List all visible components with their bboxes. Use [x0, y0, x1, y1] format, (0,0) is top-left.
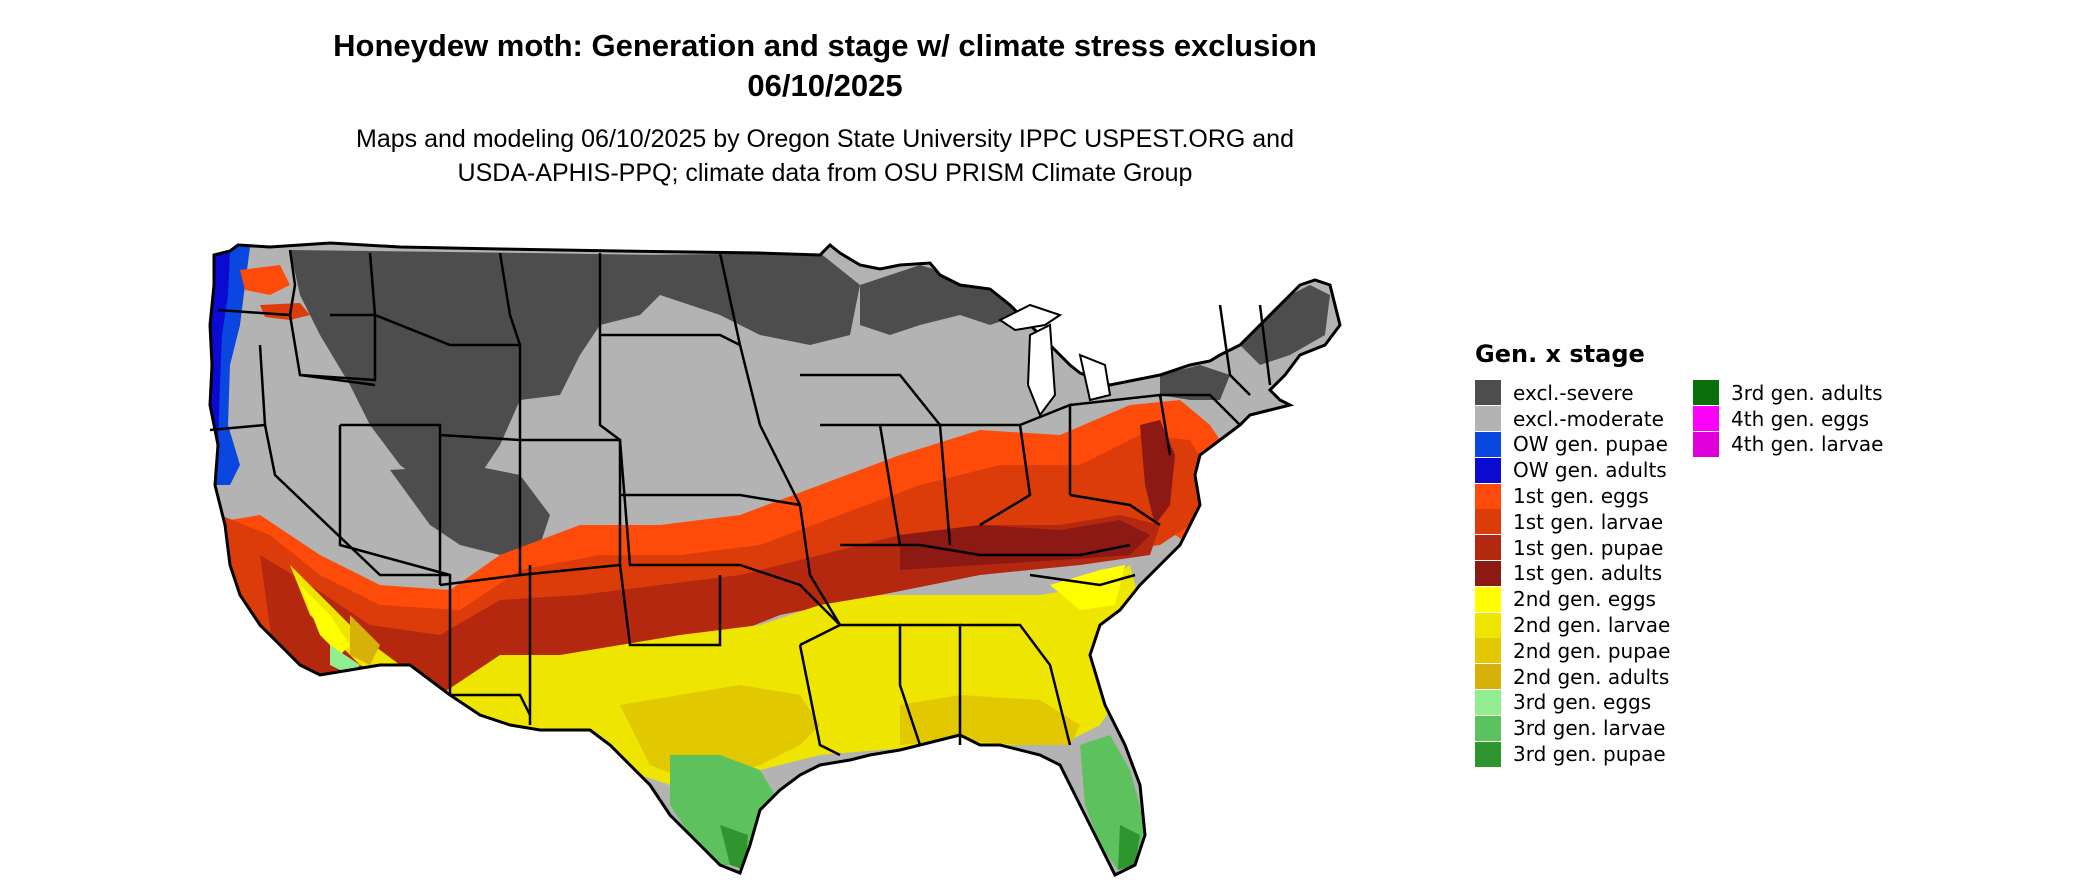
legend-column-2: 3rd gen. adults 4th gen. eggs 4th gen. lar… [1693, 380, 1883, 457]
legend-label: 1st gen. adults [1513, 561, 1663, 586]
legend-swatch [1693, 380, 1719, 406]
legend-item: 2nd gen. eggs [1475, 586, 1670, 612]
legend-swatch [1475, 689, 1501, 715]
legend-item: 2nd gen. pupae [1475, 638, 1670, 664]
legend-item: 1st gen. larvae [1475, 509, 1670, 535]
legend-item: 3rd gen. eggs [1475, 689, 1670, 716]
legend-item: excl.-moderate [1475, 406, 1670, 432]
legend-label: 4th gen. eggs [1731, 406, 1870, 431]
legend-item: 1st gen. eggs [1475, 483, 1670, 509]
subtitle-line-2: USDA-APHIS-PPQ; climate data from OSU PR… [457, 159, 1193, 187]
legend-item: 3rd gen. adults [1693, 380, 1883, 406]
legend-label: 1st gen. pupae [1513, 535, 1664, 560]
legend-label: excl.-moderate [1513, 406, 1664, 431]
legend-title: Gen. x stage [1475, 340, 1645, 368]
subtitle-line-1: Maps and modeling 06/10/2025 by Oregon S… [356, 125, 1294, 153]
legend-label: OW gen. pupae [1513, 432, 1668, 457]
legend-item: excl.-severe [1475, 380, 1670, 406]
legend-label: 4th gen. larvae [1731, 432, 1884, 457]
legend-label: 1st gen. larvae [1513, 509, 1664, 534]
legend-item: 3rd gen. pupae [1475, 741, 1670, 767]
legend-label: OW gen. adults [1513, 458, 1667, 483]
us-map [208, 241, 1342, 878]
legend-item: 3rd gen. larvae [1475, 715, 1670, 741]
legend-swatch [1475, 638, 1501, 664]
legend-swatch [1693, 406, 1719, 432]
legend-label: 2nd gen. pupae [1513, 638, 1671, 663]
legend-label: 3rd gen. eggs [1513, 690, 1652, 715]
legend-label: 3rd gen. adults [1731, 380, 1883, 405]
legend-swatch [1475, 509, 1501, 535]
legend-swatch [1475, 586, 1501, 612]
legend-swatch [1475, 560, 1501, 586]
legend-label: excl.-severe [1513, 380, 1634, 405]
legend-item: 4th gen. larvae [1693, 431, 1884, 458]
legend-swatch [1475, 406, 1501, 432]
legend-item: 4th gen. eggs [1693, 406, 1883, 432]
legend-item: 1st gen. adults [1475, 560, 1670, 587]
legend-swatch [1475, 535, 1501, 561]
legend-column-1: excl.-severe excl.-moderate OW gen. pupae O… [1475, 380, 1670, 767]
map-subtitle: Maps and modeling 06/10/2025 by Oregon S… [0, 122, 1650, 190]
legend-swatch [1475, 664, 1501, 690]
legend-item: 2nd gen. adults [1475, 664, 1670, 690]
legend-item: OW gen. adults [1475, 457, 1670, 483]
legend: Gen. x stage excl.-severe excl.-moderate O… [1475, 340, 1975, 780]
legend-swatch [1475, 715, 1501, 741]
title-line-1: Honeydew moth: Generation and stage w/ c… [333, 28, 1317, 63]
title-line-2: 06/10/2025 [747, 68, 903, 103]
legend-swatch [1475, 483, 1501, 509]
legend-swatch [1475, 380, 1501, 406]
legend-swatch [1475, 741, 1501, 767]
map-title: Honeydew moth: Generation and stage w/ c… [0, 26, 1650, 106]
legend-label: 2nd gen. eggs [1513, 587, 1656, 612]
legend-label: 3rd gen. pupae [1513, 742, 1666, 767]
legend-item: OW gen. pupae [1475, 431, 1670, 458]
legend-label: 3rd gen. larvae [1513, 716, 1666, 741]
legend-swatch [1475, 612, 1501, 638]
legend-swatch [1475, 431, 1501, 457]
legend-label: 2nd gen. larvae [1513, 613, 1671, 638]
legend-label: 2nd gen. adults [1513, 664, 1670, 689]
legend-item: 2nd gen. larvae [1475, 612, 1670, 638]
legend-swatch [1693, 431, 1719, 457]
legend-label: 1st gen. eggs [1513, 484, 1649, 509]
legend-swatch [1475, 457, 1501, 483]
legend-item: 1st gen. pupae [1475, 535, 1670, 561]
